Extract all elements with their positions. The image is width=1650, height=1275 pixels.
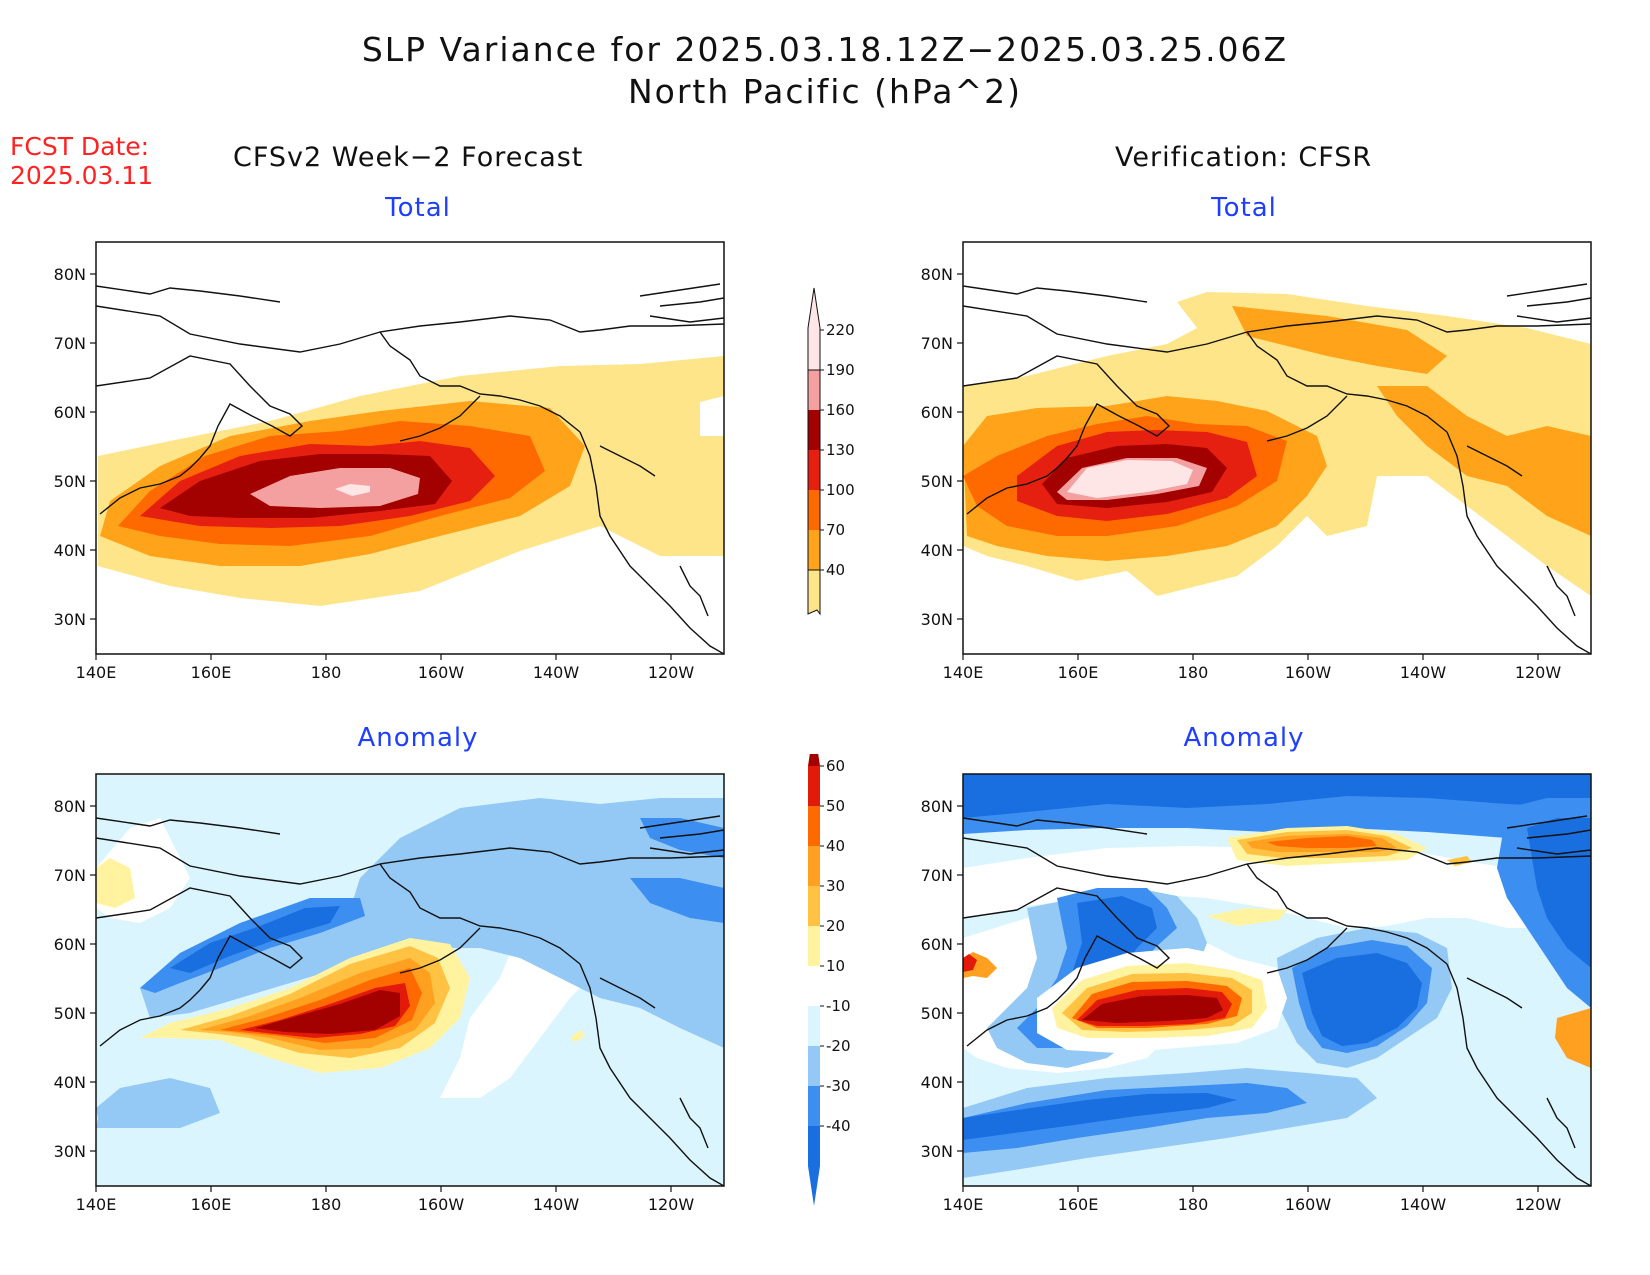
lon-axis-bottom-left: 140E 160E 180 160W 140W 120W [76,1195,695,1214]
map-forecast-anomaly: 80N 70N 60N 50N 40N 30N 140E 160E 180 16… [54,773,725,1214]
lon-axis-bottom-right: 140E 160E 180 160W 140W 120W [943,1195,1562,1214]
lon-axis-top-right: 140E 160E 180 160W 140W 120W [943,663,1562,682]
lon-tick-120w: 120W [1515,1195,1562,1214]
total-colorbar-label-190: 190 [826,361,855,379]
lat-tick-60n: 60N [921,403,953,422]
lat-tick-60n: 60N [54,403,86,422]
anomaly-colorbar-label-30: 30 [826,877,845,895]
panel-title-top-right: Total [1211,193,1277,223]
main-title: SLP Variance for 2025.03.18.12Z−2025.03.… [361,30,1289,69]
lat-axis-top-right: 80N 70N 60N 50N 40N 30N [921,265,953,629]
anomaly-colorbar-label-neg30: -30 [826,1077,851,1095]
total-colorbar-label-160: 160 [826,401,855,419]
lat-tick-40n: 40N [921,541,953,560]
lon-tick-140e: 140E [943,1195,984,1214]
map-verification-anomaly: 80N 70N 60N 50N 40N 30N 140E 160E 180 16… [921,773,1592,1214]
lon-tick-180: 180 [311,663,342,682]
total-colorbar-label-220: 220 [826,321,855,339]
lat-tick-70n: 70N [54,334,86,353]
anomaly-colorbar-label-10: 10 [826,957,845,975]
right-column-title: Verification: CFSR [1115,142,1373,173]
lon-tick-140w: 140W [533,663,580,682]
lon-tick-120w: 120W [648,663,695,682]
lat-axis-top-left: 80N 70N 60N 50N 40N 30N [54,265,86,629]
anomaly-colorbar-label-60: 60 [826,757,845,775]
lat-tick-50n: 50N [54,1004,86,1023]
lat-tick-30n: 30N [54,1142,86,1161]
lat-tick-70n: 70N [921,334,953,353]
verification-total-contours [963,242,1591,654]
lat-tick-60n: 60N [54,935,86,954]
lat-tick-80n: 80N [921,265,953,284]
forecast-anomaly-contours [96,774,724,1186]
lon-tick-140w: 140W [533,1195,580,1214]
lon-tick-120w: 120W [1515,663,1562,682]
lat-tick-70n: 70N [54,866,86,885]
lon-tick-160e: 160E [1058,663,1099,682]
anomaly-colorbar-label-neg20: -20 [826,1037,851,1055]
total-colorbar: 40 70 100 130 160 190 220 [807,287,855,616]
lon-tick-140e: 140E [76,1195,117,1214]
total-colorbar-label-40: 40 [826,561,845,579]
lon-tick-160w: 160W [1285,663,1332,682]
lon-tick-180: 180 [1178,1195,1209,1214]
lon-axis-top-left: 140E 160E 180 160W 140W 120W [76,663,695,682]
anomaly-colorbar: -40 -30 -20 -10 10 20 30 40 50 60 [808,754,851,1206]
lon-tick-180: 180 [1178,663,1209,682]
panel-title-bottom-right: Anomaly [1183,723,1305,753]
main-subtitle: North Pacific (hPa^2) [627,72,1023,111]
verification-anomaly-contours [963,774,1591,1186]
anomaly-colorbar-label-neg40: -40 [826,1117,851,1135]
lat-tick-80n: 80N [921,797,953,816]
lon-tick-140e: 140E [943,663,984,682]
fcst-label: FCST Date: [10,132,150,161]
lat-tick-60n: 60N [921,935,953,954]
total-colorbar-swatches [807,287,821,616]
total-colorbar-label-70: 70 [826,521,845,539]
lat-tick-50n: 50N [54,472,86,491]
anomaly-colorbar-label-neg10: -10 [826,997,851,1015]
map-forecast-total: 80N 70N 60N 50N 40N 30N 140E 160E 180 16… [54,241,725,682]
lat-tick-30n: 30N [921,1142,953,1161]
forecast-total-contours [96,242,724,654]
lat-tick-30n: 30N [921,610,953,629]
lat-tick-40n: 40N [921,1073,953,1092]
lat-tick-70n: 70N [921,866,953,885]
lon-tick-140e: 140E [76,663,117,682]
lat-tick-30n: 30N [54,610,86,629]
total-colorbar-label-100: 100 [826,481,855,499]
lon-tick-140w: 140W [1400,663,1447,682]
left-column-title: CFSv2 Week−2 Forecast [233,142,584,173]
map-verification-total: 80N 70N 60N 50N 40N 30N 140E 160E 180 16… [921,241,1592,682]
anomaly-colorbar-label-20: 20 [826,917,845,935]
anomaly-colorbar-swatches [808,754,820,1206]
lon-tick-160w: 160W [1285,1195,1332,1214]
lat-tick-40n: 40N [54,1073,86,1092]
lat-tick-40n: 40N [54,541,86,560]
lat-tick-50n: 50N [921,1004,953,1023]
lon-tick-160e: 160E [191,663,232,682]
lon-tick-120w: 120W [648,1195,695,1214]
lat-axis-bottom-right: 80N 70N 60N 50N 40N 30N [921,797,953,1161]
anomaly-colorbar-label-50: 50 [826,797,845,815]
panel-title-top-left: Total [385,193,451,223]
lon-tick-160e: 160E [1058,1195,1099,1214]
total-colorbar-label-130: 130 [826,441,855,459]
lon-tick-160w: 160W [418,1195,465,1214]
lat-tick-80n: 80N [54,797,86,816]
lon-tick-180: 180 [311,1195,342,1214]
panel-title-bottom-left: Anomaly [357,723,479,753]
lat-axis-bottom-left: 80N 70N 60N 50N 40N 30N [54,797,86,1161]
lon-tick-160w: 160W [418,663,465,682]
lon-tick-160e: 160E [191,1195,232,1214]
lon-tick-140w: 140W [1400,1195,1447,1214]
fcst-date: 2025.03.11 [10,161,154,190]
lat-tick-50n: 50N [921,472,953,491]
lat-tick-80n: 80N [54,265,86,284]
anomaly-colorbar-label-40: 40 [826,837,845,855]
